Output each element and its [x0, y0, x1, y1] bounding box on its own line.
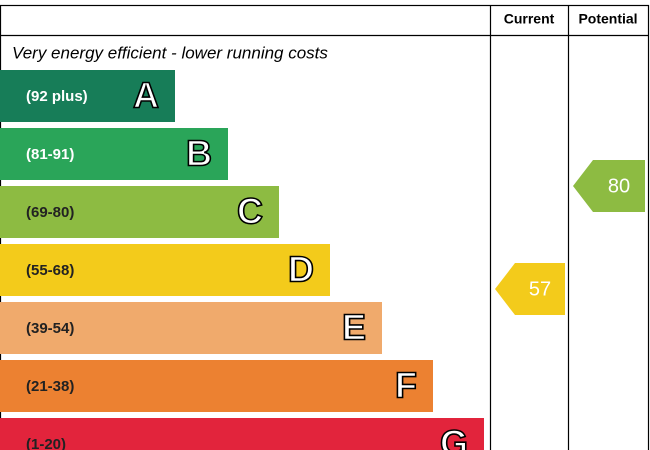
potential-arrow: [573, 160, 645, 212]
bands: (92 plus) A (81-91) B (69-80) C (55-68) D (39-54…: [0, 70, 484, 450]
rating-arrows: 57 80: [495, 160, 645, 316]
band-range: (81-91): [26, 146, 74, 163]
current-arrow: [495, 263, 565, 316]
band-letter: D: [288, 249, 314, 290]
band-bar: [0, 302, 382, 354]
band-bar: [0, 128, 228, 180]
potential-header: Potential: [578, 11, 637, 27]
band-range: (92 plus): [26, 88, 88, 105]
band-range: (39-54): [26, 320, 74, 337]
current-score: 57: [529, 278, 551, 300]
band-range: (21-38): [26, 378, 74, 395]
band-letter: B: [186, 133, 212, 174]
band-bar: [0, 244, 330, 296]
band-bar: [0, 418, 484, 450]
band-bar: [0, 360, 433, 412]
band-range: (1-20): [26, 436, 66, 450]
subtitle: Very energy efficient - lower running co…: [12, 43, 328, 62]
band-letter: C: [237, 191, 263, 232]
band-letter: F: [395, 365, 417, 406]
band-letter: G: [440, 423, 468, 450]
band-letter: E: [342, 307, 366, 348]
band-range: (55-68): [26, 262, 74, 279]
band-bar: [0, 70, 175, 122]
potential-score: 80: [608, 175, 630, 197]
current-header: Current: [504, 11, 555, 27]
band-bar: [0, 186, 279, 238]
band-range: (69-80): [26, 204, 74, 221]
band-letter: A: [133, 75, 159, 116]
